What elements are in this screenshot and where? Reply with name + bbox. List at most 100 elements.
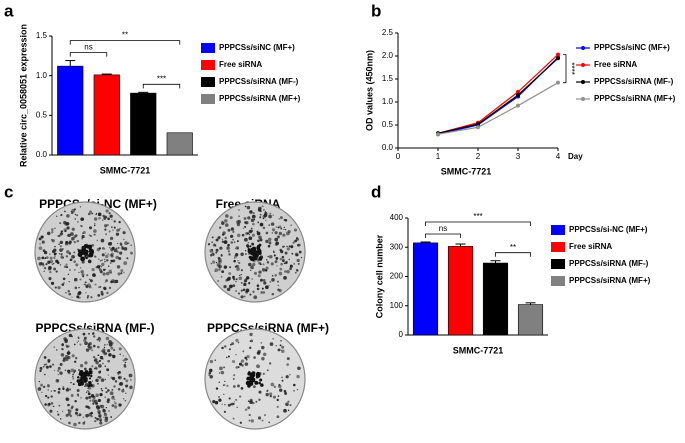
colony	[298, 250, 302, 254]
colony	[105, 336, 110, 341]
colony	[111, 388, 114, 391]
colony	[281, 345, 285, 349]
legend-label: Free siRNA	[594, 60, 637, 69]
colony	[63, 228, 67, 232]
colony	[104, 418, 109, 423]
colony	[104, 254, 109, 259]
colony	[41, 256, 45, 260]
colony	[92, 335, 96, 338]
panel-letter: d	[371, 182, 381, 201]
colony	[261, 205, 264, 208]
colony	[94, 222, 96, 225]
legend-label: Free siRNA	[219, 60, 262, 69]
colony	[285, 375, 289, 379]
colony	[285, 262, 288, 265]
colony	[247, 400, 250, 402]
colony	[39, 261, 43, 265]
colony	[217, 280, 219, 282]
colony-plate	[204, 201, 306, 303]
colony	[62, 256, 65, 259]
colony	[116, 250, 120, 254]
colony	[103, 258, 106, 261]
colony	[228, 397, 231, 400]
colony	[123, 377, 126, 380]
colony	[67, 412, 71, 416]
colony	[113, 220, 116, 223]
colony	[51, 263, 53, 265]
colony	[276, 415, 280, 419]
colony	[94, 283, 97, 286]
colony	[277, 226, 280, 229]
significance-label: ****	[567, 62, 576, 74]
colony	[104, 228, 107, 231]
colony	[76, 220, 79, 223]
colony	[43, 356, 47, 359]
colony	[105, 279, 108, 282]
colony	[125, 384, 129, 388]
colony	[106, 368, 110, 372]
colony	[254, 254, 258, 258]
colony	[88, 347, 92, 350]
colony	[70, 393, 74, 397]
colony	[88, 234, 91, 237]
colony	[65, 357, 69, 361]
colony	[62, 386, 65, 388]
colony	[217, 235, 221, 239]
colony	[116, 242, 119, 245]
x-tick-label: 0	[396, 152, 401, 161]
colony	[84, 385, 86, 387]
colony	[99, 268, 103, 272]
colony	[257, 416, 262, 420]
colony	[101, 253, 105, 257]
colony	[94, 416, 97, 419]
significance-label: ***	[157, 74, 166, 83]
colony	[293, 383, 296, 387]
colony	[243, 217, 247, 220]
colony	[59, 240, 63, 245]
colony	[293, 262, 296, 265]
colony	[283, 389, 287, 393]
colony	[87, 392, 91, 396]
legend-label: PPPCSs/si-NC (MF+)	[569, 225, 648, 234]
colony	[87, 343, 91, 346]
legend-swatch	[201, 77, 215, 87]
colony	[48, 277, 52, 281]
colony	[263, 213, 268, 218]
colony	[236, 265, 240, 268]
colony	[223, 393, 225, 395]
panel-letter: b	[371, 1, 381, 20]
significance-bracket	[69, 40, 181, 45]
colony	[240, 252, 244, 257]
colony	[88, 332, 91, 335]
colony	[214, 268, 219, 273]
colony	[101, 389, 104, 392]
colony	[65, 413, 69, 417]
colony	[228, 348, 231, 351]
colony	[73, 251, 76, 254]
colony	[244, 205, 247, 208]
colony	[77, 252, 83, 257]
colony	[77, 336, 80, 339]
colony	[109, 241, 113, 245]
legend-marker	[581, 63, 585, 67]
colony	[113, 248, 118, 253]
colony	[124, 241, 128, 245]
y-axis-label: OD values (450nm)	[364, 50, 374, 131]
colony	[247, 242, 250, 244]
colony	[73, 260, 76, 263]
colony	[68, 388, 72, 391]
colony	[266, 369, 269, 372]
colony	[107, 224, 109, 226]
colony	[211, 241, 214, 244]
colony	[85, 256, 88, 260]
colony	[248, 253, 250, 255]
y-tick-label: 300	[390, 242, 404, 251]
legend-swatch	[201, 60, 215, 70]
y-tick-label: 1.0	[382, 97, 394, 106]
colony	[72, 383, 75, 386]
colony	[269, 342, 274, 346]
colony	[268, 241, 272, 245]
colony	[258, 256, 263, 261]
colony	[38, 237, 42, 241]
colony	[57, 235, 59, 237]
